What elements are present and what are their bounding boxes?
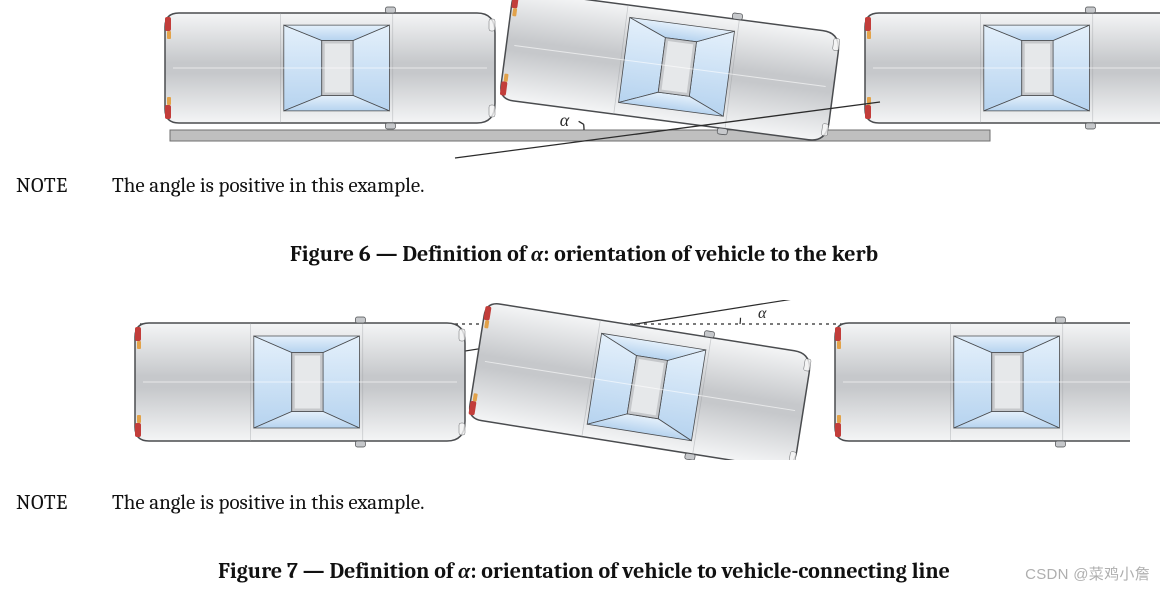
watermark: CSDN @菜鸡小詹 [1025, 563, 1150, 584]
figure-7-note-label: NOTE [16, 490, 112, 517]
figure-6-caption-suffix: : orientation of vehicle to the kerb [543, 241, 878, 267]
figure-6-caption: Figure 6 — Definition of α: orientation … [0, 241, 1168, 267]
figure-7-diagram: α [80, 300, 1130, 460]
figure-6-caption-prefix: Figure 6 — Definition of [290, 241, 531, 267]
figure-7-caption-alpha: α [458, 558, 470, 584]
svg-text:α: α [758, 304, 767, 322]
figure-6-note-label: NOTE [16, 173, 112, 200]
figure-6-note-text: The angle is positive in this example. [112, 173, 424, 200]
figure-6-note: NOTE The angle is positive in this examp… [16, 173, 424, 200]
figure-6-diagram: α [110, 0, 1160, 160]
figure-6-caption-alpha: α [531, 241, 543, 267]
figure-7-caption: Figure 7 — Definition of α: orientation … [0, 558, 1168, 584]
svg-text:α: α [560, 110, 570, 131]
figure-7-note: NOTE The angle is positive in this examp… [16, 490, 424, 517]
figure-7-caption-suffix: : orientation of vehicle to vehicle-conn… [470, 558, 950, 584]
page: α NOTE The angle is positive in this exa… [0, 0, 1168, 590]
figure-7-note-text: The angle is positive in this example. [112, 490, 424, 517]
figure-7-caption-prefix: Figure 7 — Definition of [218, 558, 458, 584]
